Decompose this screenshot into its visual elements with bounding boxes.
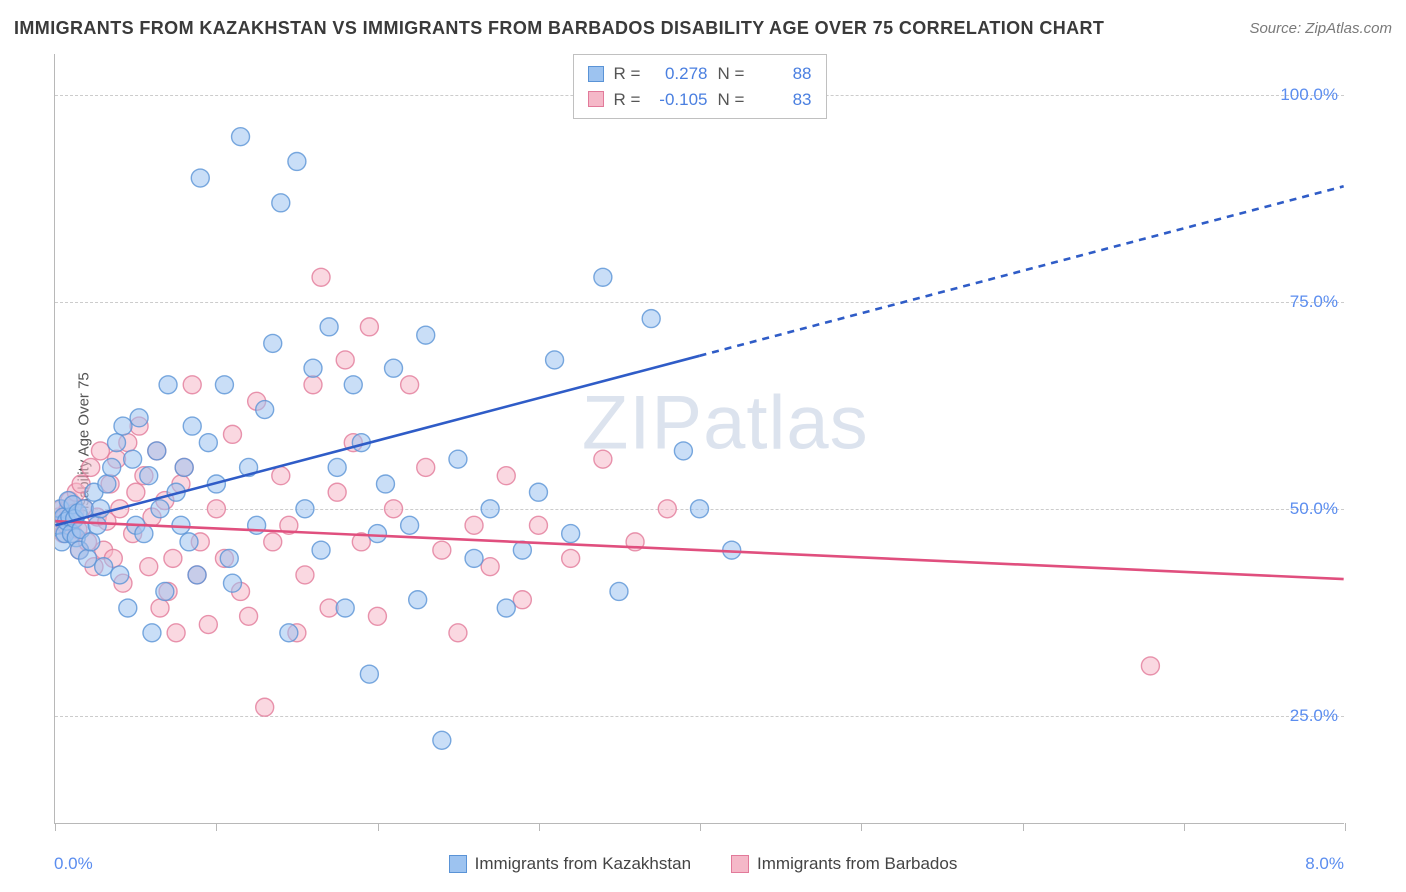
swatch-barbados [588, 91, 604, 107]
x-tick [378, 823, 379, 831]
legend-item-kazakhstan: Immigrants from Kazakhstan [449, 854, 691, 874]
legend-swatch-kazakhstan [449, 855, 467, 873]
x-tick [1184, 823, 1185, 831]
r-label: R = [614, 61, 642, 87]
stats-row-kazakhstan: R = 0.278 N = 88 [588, 61, 812, 87]
stats-legend-box: R = 0.278 N = 88 R = -0.105 N = 83 [573, 54, 827, 119]
x-tick [55, 823, 56, 831]
x-tick [861, 823, 862, 831]
r-value-kazakhstan: 0.278 [652, 61, 708, 87]
x-tick [1345, 823, 1346, 831]
scatter-svg [55, 54, 1344, 823]
legend-label-barbados: Immigrants from Barbados [757, 854, 957, 874]
swatch-kazakhstan [588, 66, 604, 82]
n-label: N = [718, 87, 746, 113]
n-label: N = [718, 61, 746, 87]
legend-swatch-barbados [731, 855, 749, 873]
source-label: Source: ZipAtlas.com [1249, 20, 1392, 37]
chart-plot-area: R = 0.278 N = 88 R = -0.105 N = 83 ZIPat… [54, 54, 1344, 824]
n-value-kazakhstan: 88 [756, 61, 812, 87]
x-tick [216, 823, 217, 831]
legend-label-kazakhstan: Immigrants from Kazakhstan [475, 854, 691, 874]
chart-title: IMMIGRANTS FROM KAZAKHSTAN VS IMMIGRANTS… [14, 18, 1104, 39]
legend-item-barbados: Immigrants from Barbados [731, 854, 957, 874]
n-value-barbados: 83 [756, 87, 812, 113]
r-label: R = [614, 87, 642, 113]
r-value-barbados: -0.105 [652, 87, 708, 113]
title-bar: IMMIGRANTS FROM KAZAKHSTAN VS IMMIGRANTS… [14, 18, 1392, 39]
x-tick [539, 823, 540, 831]
series-legend: Immigrants from Kazakhstan Immigrants fr… [0, 854, 1406, 874]
x-tick [700, 823, 701, 831]
x-tick [1023, 823, 1024, 831]
stats-row-barbados: R = -0.105 N = 83 [588, 87, 812, 113]
